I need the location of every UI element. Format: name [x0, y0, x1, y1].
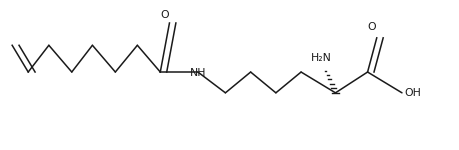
Text: H₂N: H₂N — [311, 53, 331, 63]
Text: NH: NH — [189, 68, 206, 78]
Text: O: O — [160, 10, 169, 20]
Text: OH: OH — [403, 88, 420, 98]
Text: O: O — [367, 22, 375, 32]
